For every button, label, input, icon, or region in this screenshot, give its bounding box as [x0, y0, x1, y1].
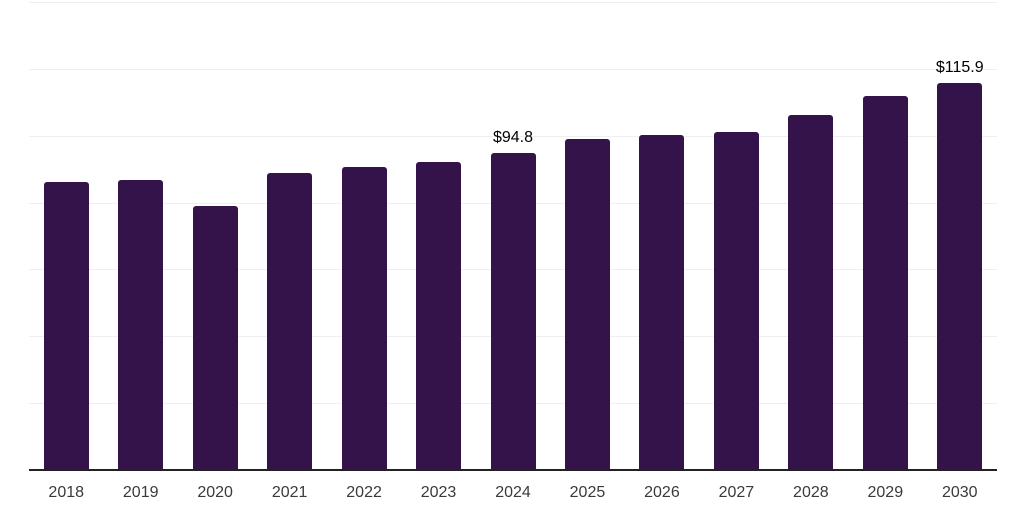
x-tick-2020: 2020 [197, 484, 233, 501]
bar-2029 [862, 95, 908, 470]
x-tick-2021: 2021 [271, 484, 308, 501]
data-label-2030: $115.9 [935, 58, 984, 76]
x-tick-2029: 2029 [867, 484, 904, 501]
x-tick-2022: 2022 [346, 484, 382, 501]
bar-2024 [490, 153, 536, 470]
bar-2030 [937, 82, 983, 470]
x-tick-2018: 2018 [48, 484, 85, 501]
bar-2025 [564, 139, 610, 470]
bar-2023 [416, 162, 462, 470]
x-tick-2024: 2024 [495, 484, 531, 501]
x-tick-2027: 2027 [718, 484, 755, 501]
bar-2027 [713, 131, 759, 470]
bar-2028 [788, 115, 834, 470]
gridline-100 [29, 135, 997, 137]
x-tick-2023: 2023 [420, 484, 457, 501]
x-tick-2028: 2028 [793, 484, 829, 501]
bar-2026 [639, 134, 685, 470]
data-label-2024: $94.8 [492, 129, 534, 147]
plot-area: $94.8 $115.9 [29, 2, 997, 471]
bar-2021 [267, 173, 313, 470]
gridline-120 [29, 68, 997, 70]
gridline-140 [29, 2, 997, 3]
bar-2019 [118, 180, 164, 470]
bar-2022 [341, 167, 387, 470]
x-tick-2030: 2030 [941, 484, 978, 501]
bar-2018 [43, 181, 89, 470]
x-axis-line [29, 469, 997, 471]
x-tick-2025: 2025 [569, 484, 606, 501]
x-tick-2019: 2019 [122, 484, 159, 501]
bar-2020 [192, 205, 238, 470]
x-tick-2026: 2026 [644, 484, 680, 501]
